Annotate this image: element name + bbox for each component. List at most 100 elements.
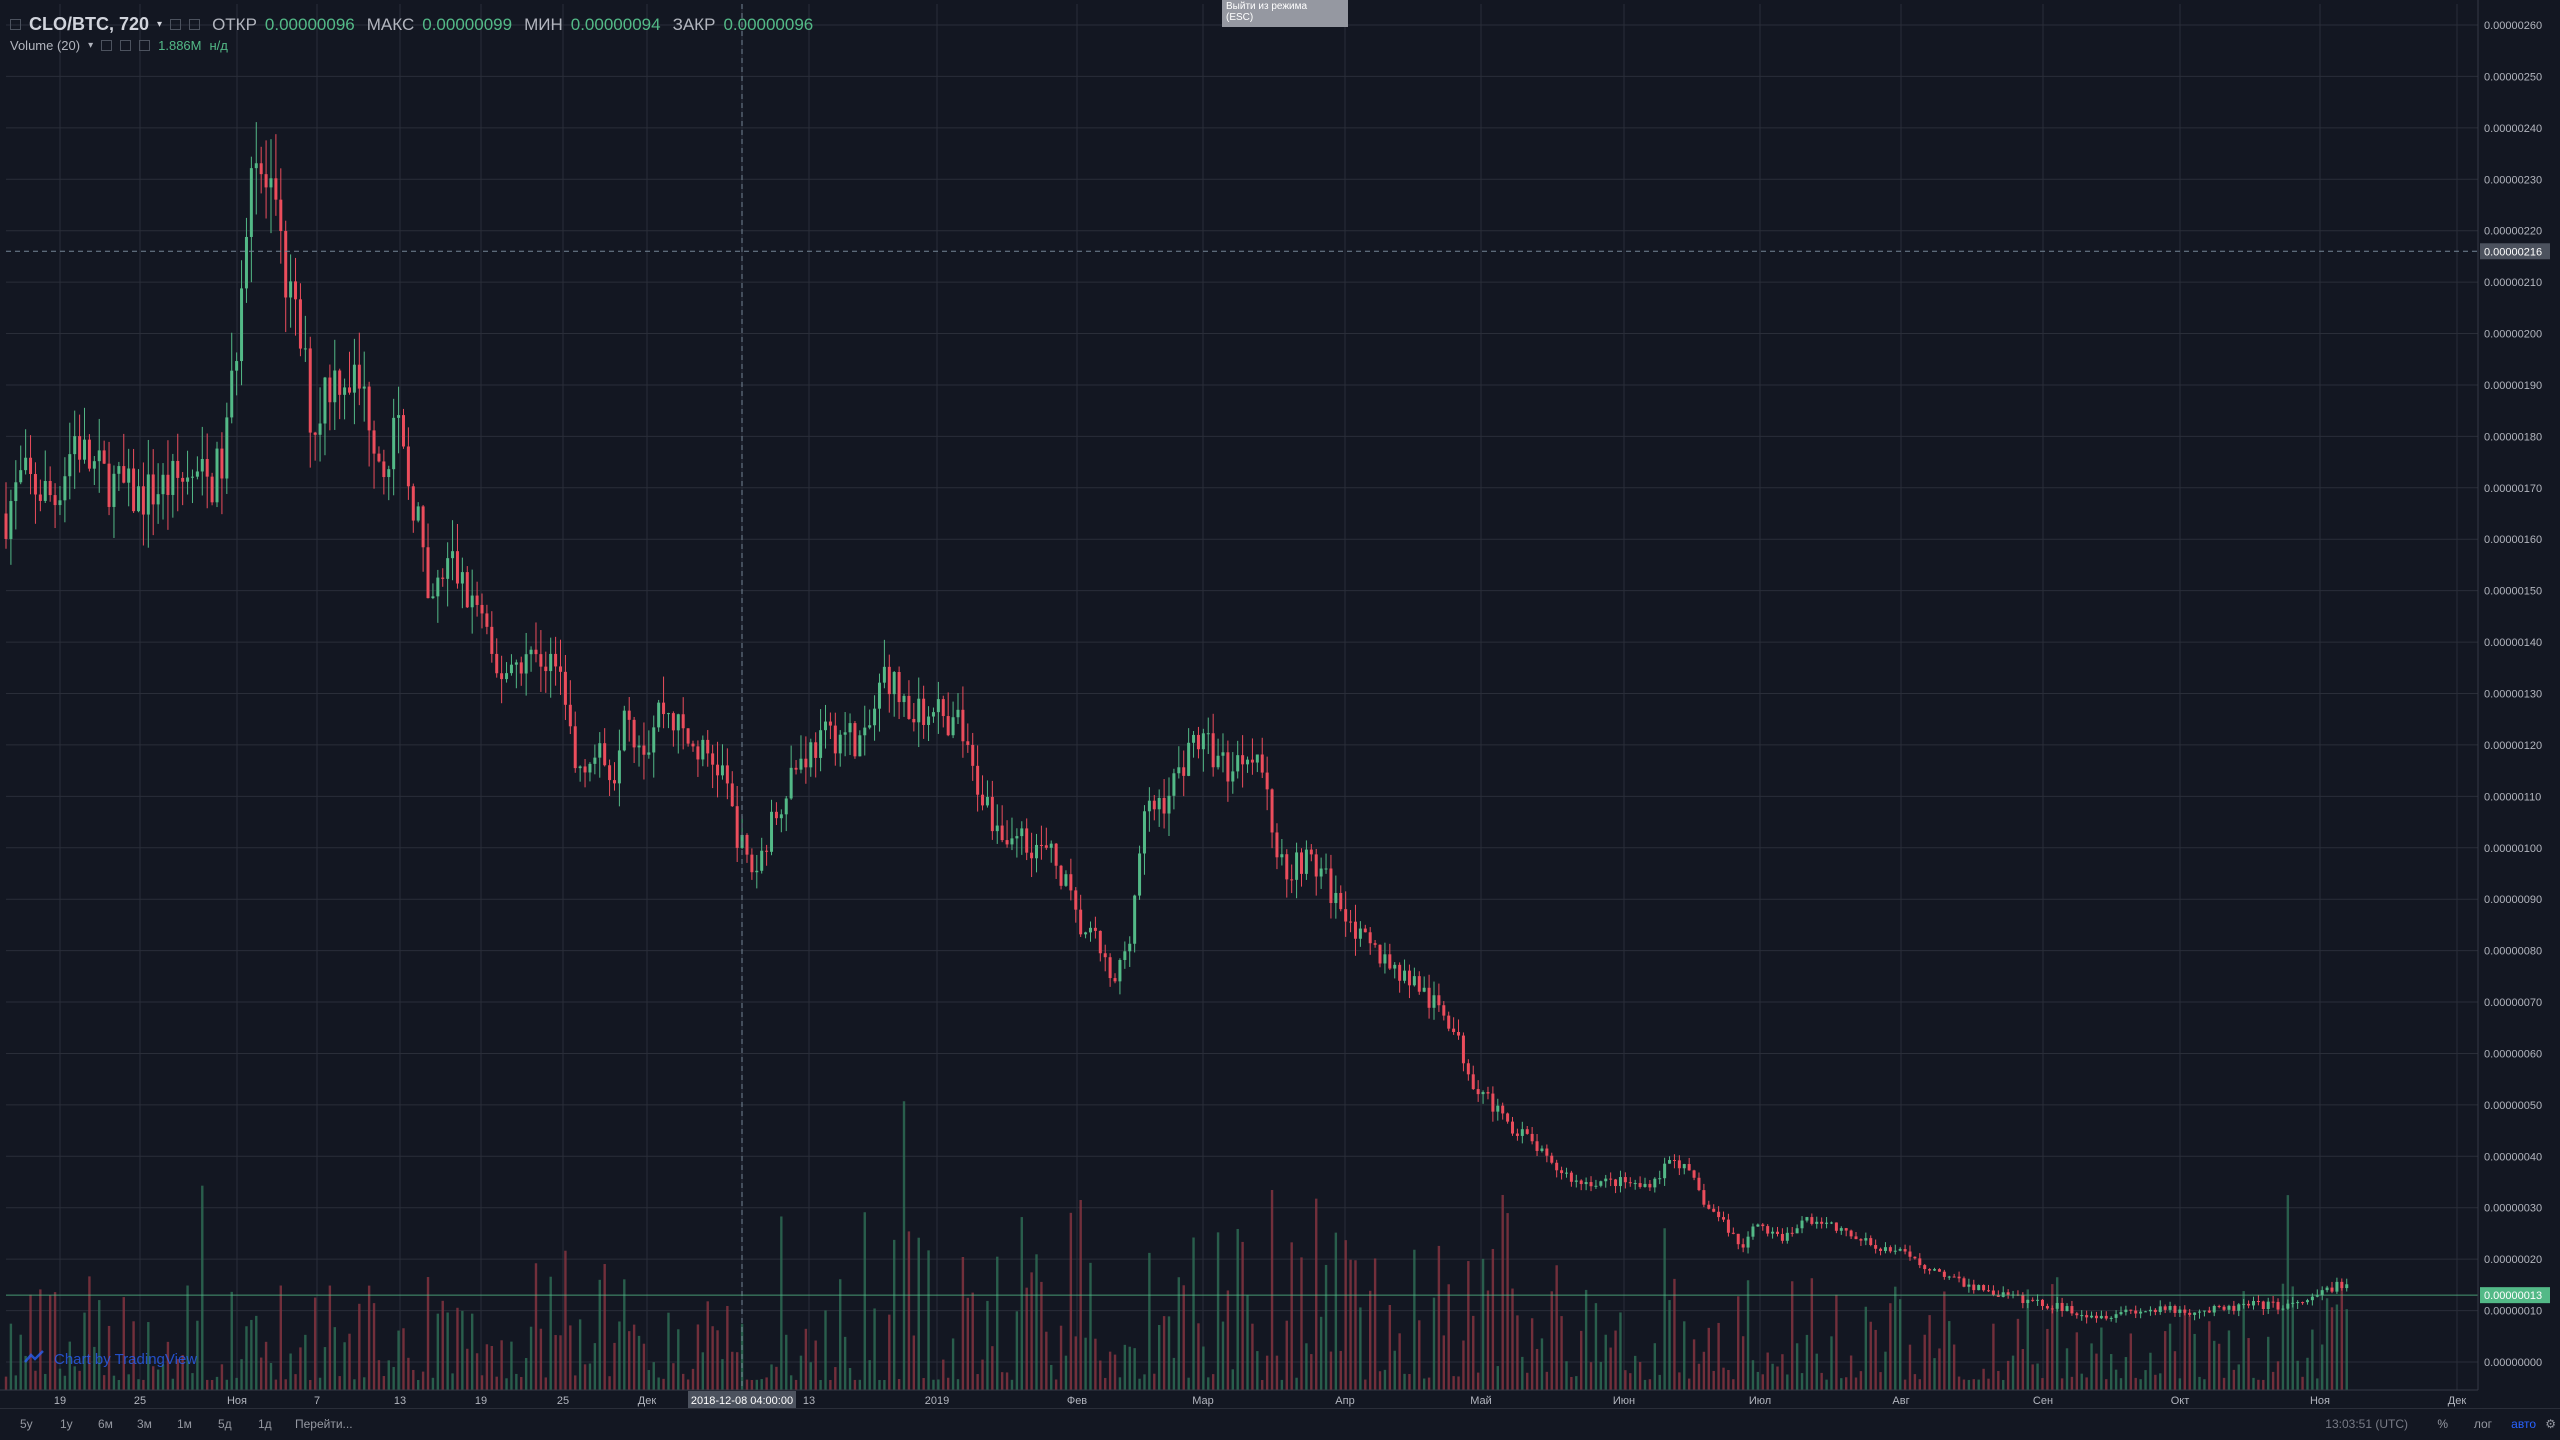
- utc-clock[interactable]: 13:03:51 (UTC): [2325, 1417, 2408, 1431]
- volume-bar-up: [2306, 1357, 2309, 1390]
- chevron-down-icon[interactable]: ▾: [157, 19, 163, 30]
- volume-label[interactable]: Volume (20): [10, 38, 81, 53]
- settings-icon[interactable]: [120, 40, 132, 51]
- range-3m-button[interactable]: 3м: [137, 1417, 152, 1431]
- candle-down: [946, 716, 950, 736]
- candle-down: [426, 547, 430, 599]
- volume-bar-up: [1035, 1254, 1038, 1390]
- volume-bar-down: [2021, 1349, 2025, 1390]
- goto-date-button[interactable]: Перейти...: [295, 1417, 353, 1431]
- volume-bar-down: [834, 1367, 837, 1390]
- x-tick-label: Сен: [2033, 1395, 2053, 1407]
- volume-bar-up: [1383, 1369, 1387, 1390]
- candle-down: [1648, 1183, 1652, 1188]
- volume-bar-down: [1197, 1323, 1200, 1390]
- volume-bar-down: [1486, 1290, 1490, 1390]
- volume-bar-down: [299, 1347, 302, 1390]
- candle-down: [465, 572, 469, 608]
- chevron-down-icon[interactable]: ▾: [88, 40, 94, 51]
- y-tick-label: 0.00000150: [2484, 586, 2542, 598]
- volume-bar-up: [760, 1379, 763, 1390]
- volume-bar-down: [48, 1295, 52, 1390]
- candle-up: [858, 735, 862, 757]
- tooltip-line1: Выйти из режима: [1226, 1, 1308, 12]
- volume-bar-down: [34, 1370, 37, 1390]
- y-tick-label: 0.00000190: [2484, 380, 2542, 392]
- volume-bar-down: [1108, 1351, 1112, 1390]
- candle-up: [1496, 1105, 1500, 1112]
- candle-down: [33, 474, 37, 495]
- volume-bar-down: [2188, 1315, 2191, 1390]
- x-tick-label: 25: [557, 1395, 569, 1407]
- candle-up: [2335, 1281, 2339, 1292]
- candle-down: [1103, 953, 1107, 958]
- volume-bar-up: [2056, 1277, 2059, 1390]
- candle-up: [2109, 1317, 2113, 1319]
- volume-bar-down: [539, 1328, 543, 1390]
- volume-bar-up: [1280, 1379, 1284, 1390]
- volume-bar-down: [1648, 1379, 1652, 1390]
- volume-bar-down: [1957, 1376, 1961, 1390]
- candle-down: [411, 486, 415, 521]
- candle-down: [833, 725, 837, 754]
- volume-bar-up: [1643, 1379, 1647, 1390]
- candle-up: [1319, 868, 1323, 877]
- y-tick-label: 0.00000250: [2484, 71, 2542, 83]
- volume-bar-up: [1746, 1280, 1750, 1390]
- candle-up: [1746, 1236, 1750, 1248]
- volume-bar-up: [9, 1323, 13, 1390]
- candle-up: [936, 699, 940, 713]
- candle-up: [1977, 1285, 1981, 1291]
- symbol-label[interactable]: CLO/BTC, 720: [29, 14, 150, 34]
- volume-bar-down: [1889, 1303, 1892, 1390]
- candle-down: [107, 463, 111, 507]
- volume-bar-up: [588, 1363, 592, 1390]
- volume-bar-down: [1054, 1379, 1058, 1390]
- candle-up: [2036, 1299, 2040, 1301]
- log-toggle[interactable]: лог: [2473, 1417, 2492, 1431]
- candle-up: [68, 454, 72, 477]
- volume-bar-down: [53, 1292, 57, 1390]
- gear-icon[interactable]: ⚙: [2545, 1417, 2556, 1431]
- candle-down: [1535, 1141, 1539, 1151]
- auto-toggle[interactable]: авто: [2511, 1417, 2536, 1431]
- candle-down: [87, 439, 91, 469]
- volume-bar-down: [2016, 1318, 2020, 1390]
- volume-bar-down: [1737, 1296, 1740, 1390]
- range-1m-button[interactable]: 1м: [177, 1417, 192, 1431]
- volume-bar-down: [2173, 1351, 2177, 1390]
- volume-bar-down: [686, 1379, 690, 1390]
- range-1y-button[interactable]: 1y: [60, 1417, 73, 1431]
- collapse-icon[interactable]: [10, 19, 21, 30]
- candle-down: [2134, 1310, 2138, 1314]
- candle-up: [931, 712, 935, 717]
- candle-down: [2256, 1301, 2260, 1303]
- candle-up: [578, 766, 582, 769]
- eye-icon[interactable]: [101, 40, 113, 51]
- range-6m-button[interactable]: 6м: [98, 1417, 113, 1431]
- candle-up: [760, 850, 764, 871]
- volume-bar-down: [1844, 1377, 1848, 1390]
- candle-up: [19, 470, 23, 483]
- candle-down: [1093, 927, 1097, 931]
- volume-bar-down: [426, 1277, 430, 1390]
- volume-bar-up: [843, 1336, 847, 1390]
- volume-bar-up: [1148, 1252, 1151, 1390]
- close-icon[interactable]: [139, 40, 151, 51]
- range-1d-button[interactable]: 1д: [258, 1417, 272, 1431]
- exit-fullscreen-tooltip[interactable]: Выйти из режима (ESC): [1222, 0, 1348, 27]
- candle-up: [240, 288, 244, 362]
- candle-up: [171, 460, 175, 495]
- volume-bar-up: [24, 1355, 27, 1390]
- settings-icon[interactable]: [170, 19, 182, 30]
- candle-up: [1157, 797, 1161, 810]
- range-5y-button[interactable]: 5y: [20, 1417, 33, 1431]
- close-icon[interactable]: [189, 19, 201, 30]
- volume-bar-up: [902, 1101, 906, 1390]
- range-5d-button[interactable]: 5д: [218, 1417, 232, 1431]
- volume-bar-up: [1663, 1228, 1666, 1390]
- x-tick-label: 7: [314, 1395, 320, 1407]
- percent-toggle[interactable]: %: [2437, 1417, 2448, 1431]
- low-label: МИН: [524, 14, 563, 34]
